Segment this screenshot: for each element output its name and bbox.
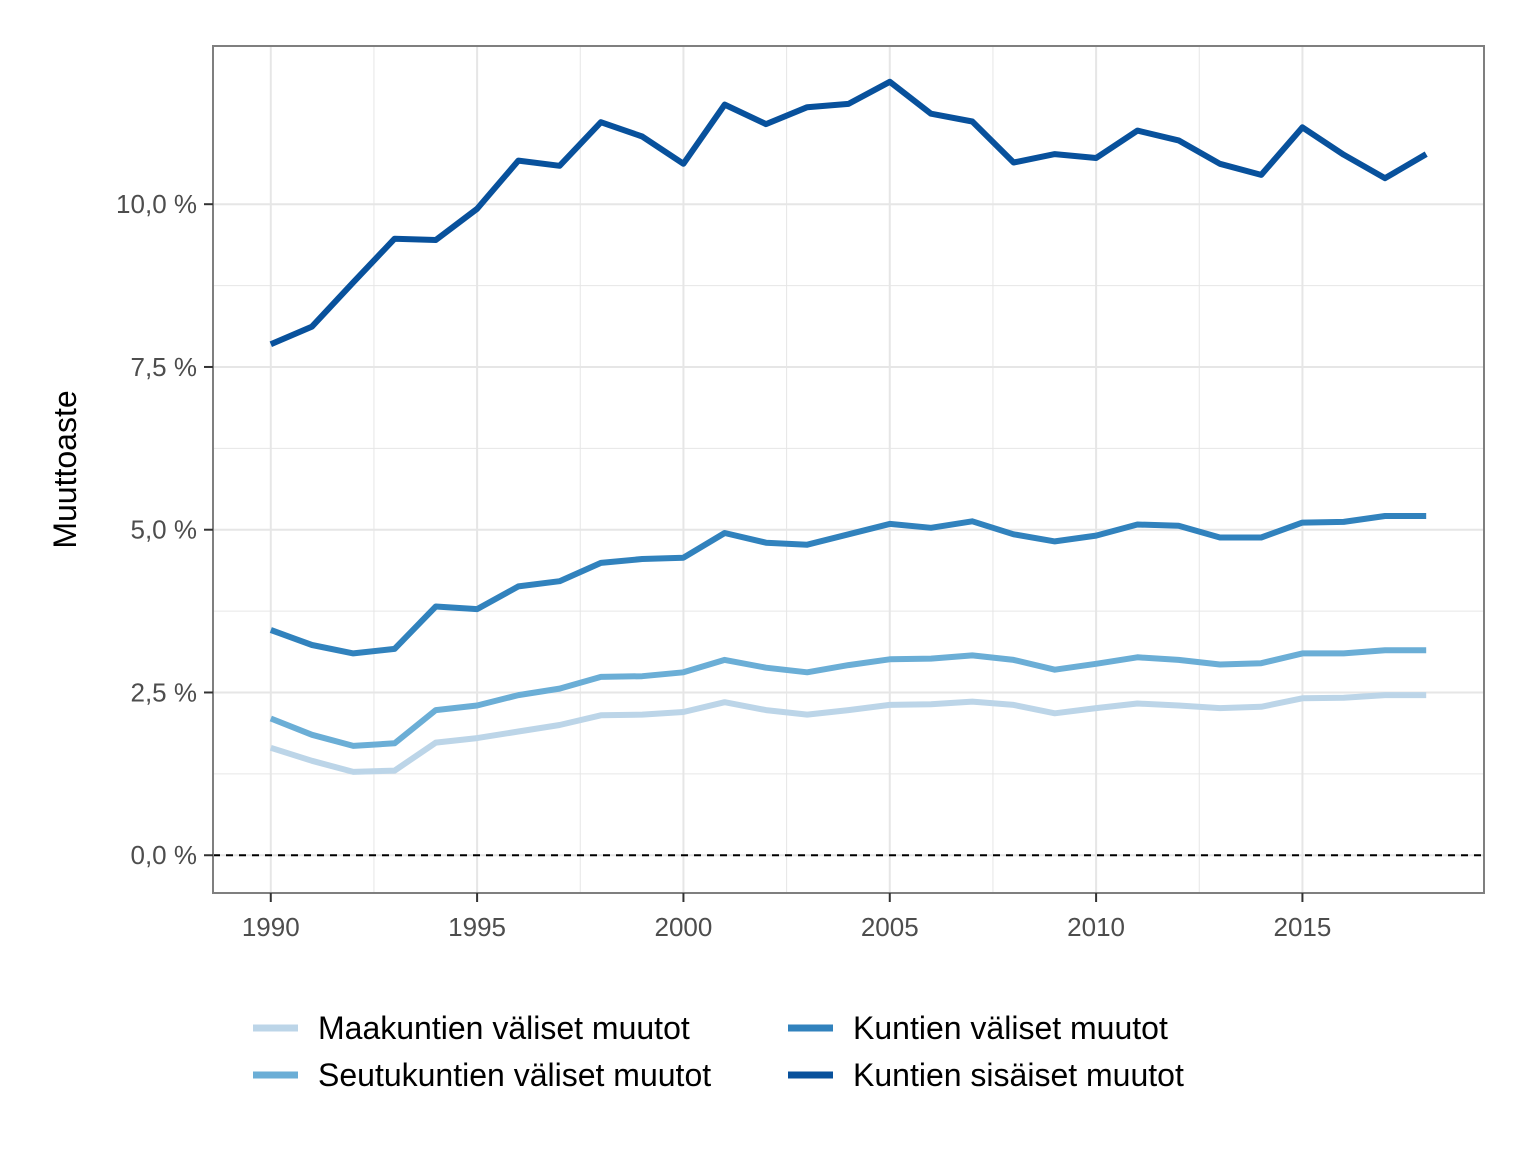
legend-label-4: Kuntien sisäiset muutot xyxy=(853,1057,1184,1093)
legend: Maakuntien väliset muutot Seutukuntien vä… xyxy=(253,1010,1184,1093)
series-line-2 xyxy=(269,647,1427,749)
x-axis: 1990 1995 2000 2005 2010 2015 xyxy=(242,893,1331,942)
legend-label-1: Maakuntien väliset muutot xyxy=(318,1010,690,1046)
legend-label-3: Kuntien väliset muutot xyxy=(853,1010,1168,1046)
y-axis-title: Muuttoaste xyxy=(47,390,83,548)
y-tick-label: 10,0 % xyxy=(116,189,197,219)
y-tick-label: 2,5 % xyxy=(131,677,198,707)
y-tick-label: 7,5 % xyxy=(131,352,198,382)
legend-label-2: Seutukuntien väliset muutot xyxy=(318,1057,711,1093)
y-axis: 0,0 % 2,5 % 5,0 % 7,5 % 10,0 % xyxy=(116,189,213,870)
x-tick-label: 1995 xyxy=(448,912,506,942)
grid xyxy=(213,46,1484,893)
series-lines xyxy=(269,78,1428,775)
x-tick-label: 2010 xyxy=(1067,912,1125,942)
x-tick-label: 2015 xyxy=(1274,912,1332,942)
x-tick-label: 2000 xyxy=(655,912,713,942)
series-line-3 xyxy=(269,513,1427,657)
series-line-1 xyxy=(269,692,1427,775)
y-tick-label: 0,0 % xyxy=(131,840,198,870)
x-tick-label: 2005 xyxy=(861,912,919,942)
x-tick-label: 1990 xyxy=(242,912,300,942)
series-line-4 xyxy=(269,78,1428,347)
y-tick-label: 5,0 % xyxy=(131,515,198,545)
plot-panel-border xyxy=(212,45,1485,894)
